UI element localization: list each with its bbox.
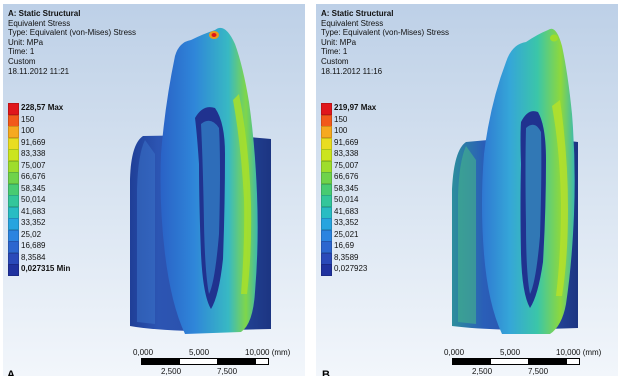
legend-value: 83,338 bbox=[334, 149, 359, 158]
scale-label-2-5: 2,500 bbox=[161, 367, 182, 376]
block-side-face bbox=[137, 140, 155, 324]
legend-value: 25,021 bbox=[334, 229, 359, 239]
legend-value: 100 bbox=[334, 126, 348, 135]
legend-value: 83,338 bbox=[21, 149, 46, 158]
analysis-title: A: Static Structural bbox=[321, 9, 394, 18]
legend-value: 50,014 bbox=[21, 195, 46, 204]
result-unit: Unit: MPa bbox=[8, 37, 44, 47]
scale-label-10: 10,000 (mm) bbox=[245, 348, 291, 357]
panel-b: A: Static Structural Equivalent Stress T… bbox=[316, 4, 618, 376]
legend-value: 66,676 bbox=[334, 172, 359, 181]
scale-bar: 0,000 5,000 10,000 (mm) 2,500 7,500 bbox=[434, 348, 614, 376]
result-scale-mode: Custom bbox=[8, 56, 36, 66]
legend-value: 33,352 bbox=[334, 218, 359, 227]
tooth-model-section bbox=[452, 28, 578, 334]
cusp-stress-spot bbox=[550, 34, 558, 42]
scale-label-5: 5,000 bbox=[500, 348, 521, 357]
stress-band bbox=[233, 94, 252, 294]
stress-band bbox=[552, 100, 568, 296]
scale-segment-2 bbox=[179, 358, 219, 365]
block-side-face bbox=[458, 146, 476, 324]
canal-wall bbox=[525, 124, 542, 294]
legend-swatch bbox=[8, 264, 19, 276]
scale-segment-3 bbox=[528, 358, 568, 365]
legend-value: 150 bbox=[21, 114, 35, 124]
result-date: 18.11.2012 11:21 bbox=[8, 66, 70, 76]
result-date: 18.11.2012 11:16 bbox=[321, 66, 383, 76]
result-time: Time: 1 bbox=[8, 47, 35, 57]
scale-segment-2 bbox=[490, 358, 530, 365]
result-unit: Unit: MPa bbox=[321, 37, 357, 47]
legend-value: 8,3584 bbox=[21, 252, 46, 262]
legend-value: 58,345 bbox=[334, 183, 359, 193]
scale-segment-1 bbox=[141, 358, 181, 365]
scale-segment-4 bbox=[566, 358, 580, 365]
result-time: Time: 1 bbox=[321, 47, 348, 57]
result-scale-mode: Custom bbox=[321, 56, 349, 66]
legend-value: 8,3589 bbox=[334, 252, 359, 262]
legend-value: 0,027315 Min bbox=[21, 264, 71, 273]
scale-label-5: 5,000 bbox=[189, 348, 210, 357]
scale-segment-3 bbox=[217, 358, 257, 365]
legend-value: 91,669 bbox=[334, 137, 359, 147]
scale-bar: 0,000 5,000 10,000 (mm) 2,500 7,500 bbox=[121, 348, 301, 376]
result-header: A: Static Structural Equivalent Stress T… bbox=[321, 9, 449, 76]
panel-a: A: Static Structural Equivalent Stress T… bbox=[3, 4, 305, 376]
scale-label-0: 0,000 bbox=[133, 348, 154, 357]
panel-letter: A bbox=[7, 369, 15, 376]
scale-label-7-5: 7,500 bbox=[528, 367, 549, 376]
result-type: Type: Equivalent (von-Mises) Stress bbox=[8, 28, 137, 38]
tooth-model-section bbox=[130, 27, 271, 334]
scale-label-10: 10,000 (mm) bbox=[556, 348, 602, 357]
legend-value: 100 bbox=[21, 126, 35, 135]
legend-swatch bbox=[321, 264, 332, 276]
legend-value: 219,97 Max bbox=[334, 103, 377, 112]
result-type: Type: Equivalent (von-Mises) Stress bbox=[321, 28, 450, 38]
legend-value: 228,57 Max bbox=[21, 103, 64, 112]
result-header: A: Static Structural Equivalent Stress T… bbox=[8, 9, 136, 76]
legend-value: 58,345 bbox=[21, 183, 46, 193]
legend-value: 75,007 bbox=[334, 160, 359, 170]
legend-value: 66,676 bbox=[21, 172, 46, 181]
panel-letter: B bbox=[322, 369, 330, 376]
analysis-title: A: Static Structural bbox=[8, 9, 81, 18]
legend-value: 33,352 bbox=[21, 218, 46, 227]
legend-value: 16,689 bbox=[21, 241, 46, 250]
scale-label-7-5: 7,500 bbox=[217, 367, 238, 376]
scale-label-0: 0,000 bbox=[444, 348, 465, 357]
legend-value: 41,683 bbox=[334, 206, 359, 216]
canal-wall bbox=[201, 120, 220, 294]
result-name: Equivalent Stress bbox=[8, 18, 71, 28]
legend-value: 41,683 bbox=[21, 206, 46, 216]
result-name: Equivalent Stress bbox=[321, 18, 384, 28]
legend-value: 50,014 bbox=[334, 195, 359, 204]
legend-value: 16,69 bbox=[334, 241, 355, 250]
scale-label-2-5: 2,500 bbox=[472, 367, 493, 376]
legend-value: 0,027923 bbox=[334, 264, 368, 273]
legend-value: 25,02 bbox=[21, 229, 42, 239]
legend-value: 75,007 bbox=[21, 160, 46, 170]
max-stress-core bbox=[211, 33, 217, 37]
scale-segment-1 bbox=[452, 358, 492, 365]
legend-value: 150 bbox=[334, 114, 348, 124]
legend-value: 91,669 bbox=[21, 137, 46, 147]
scale-segment-4 bbox=[255, 358, 269, 365]
